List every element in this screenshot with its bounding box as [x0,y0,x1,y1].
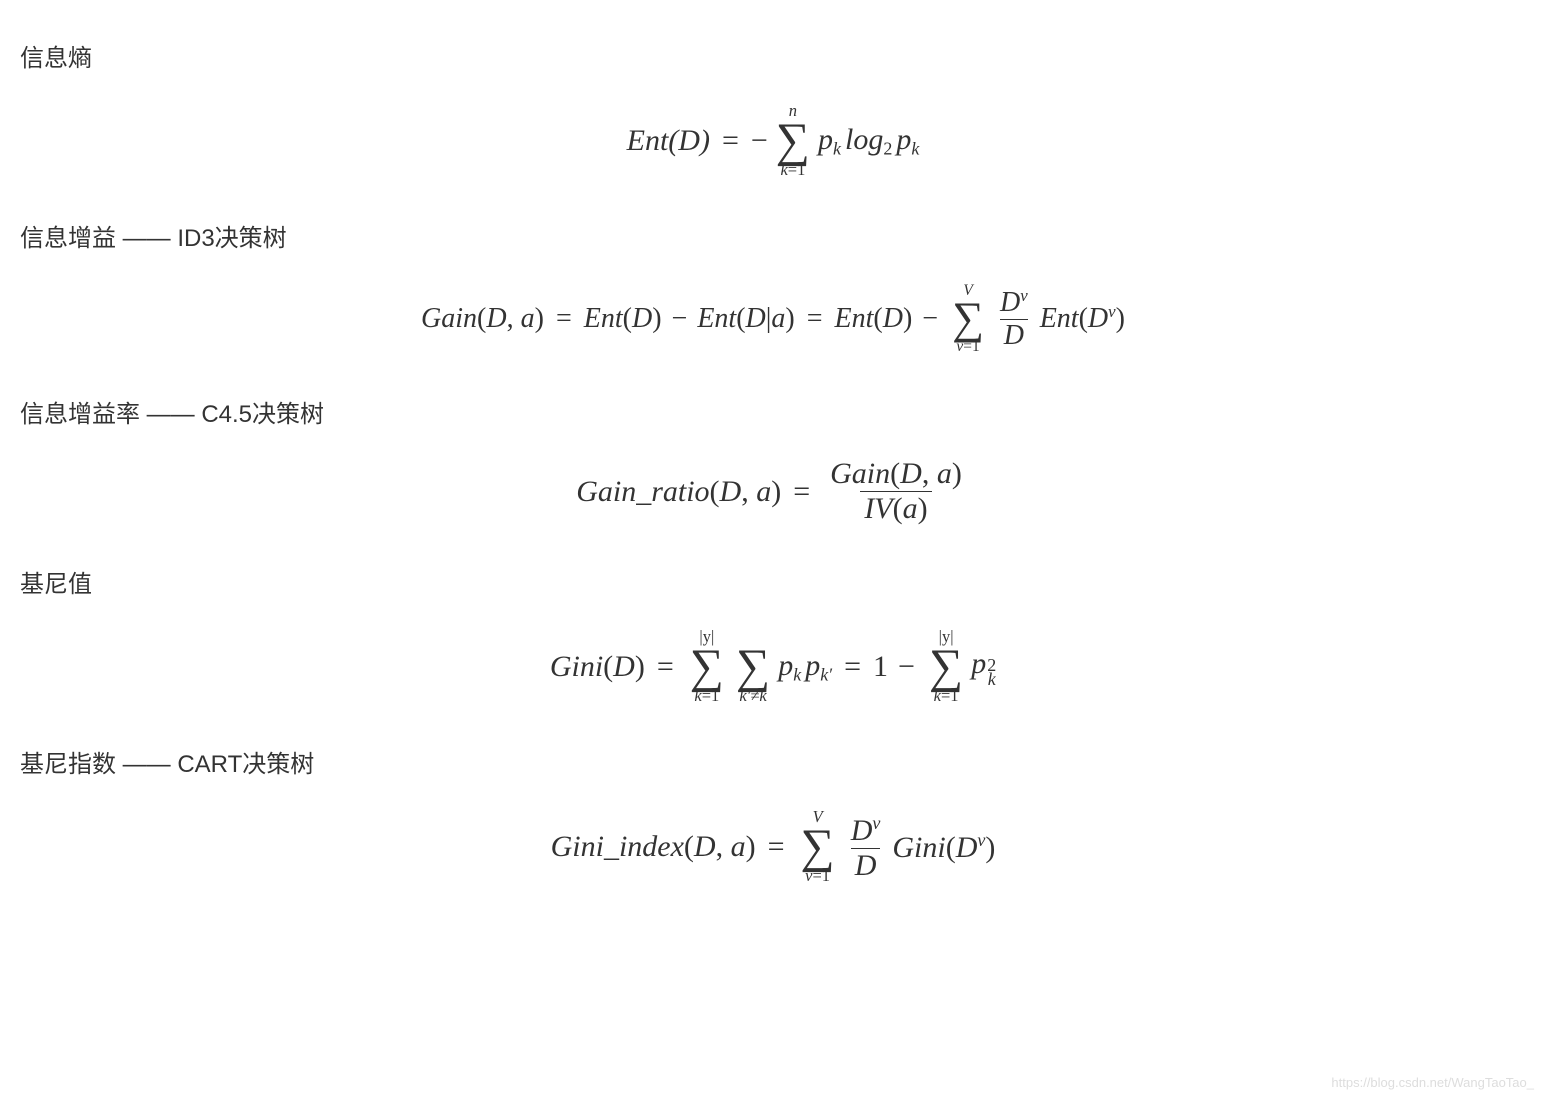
section-title-entropy: 信息熵 [20,38,1526,73]
formula-gini: Gini(D) = |y| ∑ k=1 ∑ k′≠k pk pk′ = 1 − … [20,629,1526,704]
formula-entropy: Ent(D) = − n ∑ k=1 pk log2 pk [20,103,1526,178]
section-title-gini: 基尼值 [20,564,1526,599]
formula-giniindex: Gini_index(D, a) = V ∑ v=1 Dv D Gini(Dv) [20,809,1526,884]
section-title-gain: 信息增益 —— ID3决策树 [20,218,1526,253]
formula-gain: Gain(D, a) = Ent(D) − Ent(D|a) = Ent(D) … [20,283,1526,354]
watermark: https://blog.csdn.net/WangTaoTao_ [1331,1075,1534,1090]
section-title-giniindex: 基尼指数 —— CART决策树 [20,744,1526,779]
formula-gainratio: Gain_ratio(D, a) = Gain(D, a) IV(a) [20,459,1526,524]
section-title-gainratio: 信息增益率 —— C4.5决策树 [20,394,1526,429]
